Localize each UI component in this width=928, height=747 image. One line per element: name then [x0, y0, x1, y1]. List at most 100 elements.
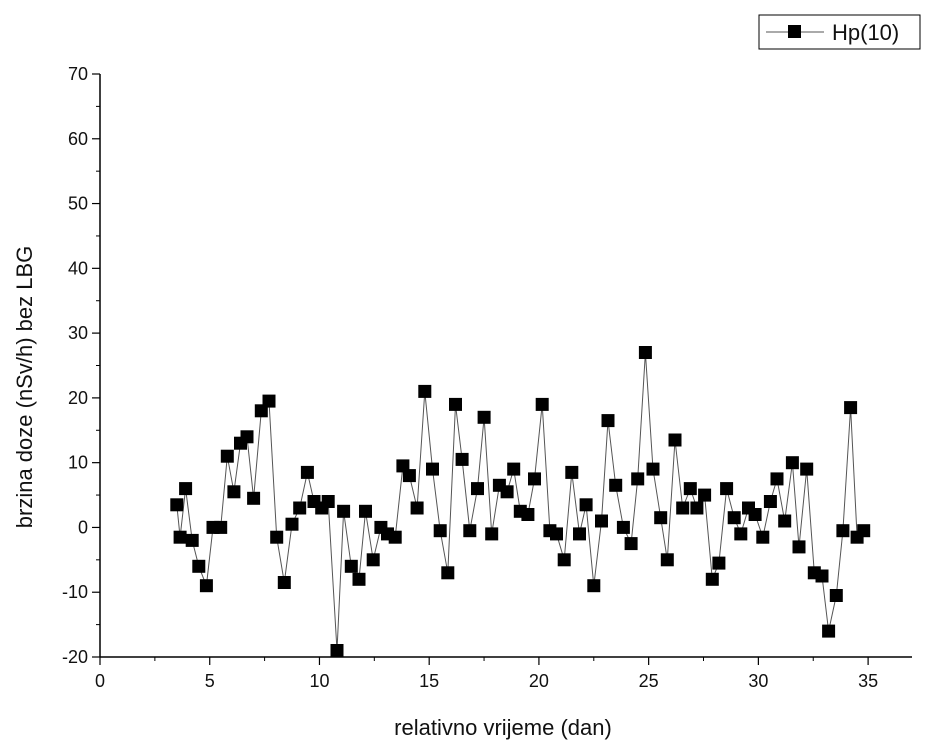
data-point	[698, 488, 712, 502]
legend: Hp(10)	[758, 14, 921, 50]
y-tick-label: 50	[68, 194, 88, 214]
y-tick-label: 30	[68, 323, 88, 343]
data-point	[471, 482, 484, 496]
data-point	[270, 530, 284, 544]
data-point	[247, 491, 261, 505]
data-point	[646, 462, 660, 476]
data-point	[426, 462, 439, 476]
data-point	[277, 576, 291, 589]
y-tick-label: 70	[68, 64, 88, 84]
data-point	[550, 527, 563, 541]
series-line	[176, 352, 865, 651]
data-point	[705, 572, 719, 586]
data-point	[654, 511, 668, 525]
data-point	[785, 456, 799, 470]
data-point	[668, 433, 682, 447]
x-tick-label: 35	[858, 671, 878, 691]
data-point	[557, 553, 571, 567]
data-point	[170, 498, 184, 512]
data-point	[477, 410, 491, 424]
data-point	[756, 530, 770, 544]
data-point	[220, 449, 234, 463]
data-point	[321, 495, 335, 508]
axes: -20 -10 0 10 20 30 40 50 60 70 0 5 10 15 20 25 30 35	[62, 64, 912, 691]
y-tick-label: -20	[62, 647, 88, 667]
data-point	[240, 430, 254, 444]
data-point	[359, 504, 372, 518]
data-point	[300, 465, 314, 479]
data-point	[829, 589, 843, 602]
data-point	[528, 472, 541, 486]
data-point	[344, 559, 358, 573]
data-point	[836, 524, 850, 538]
data-point	[720, 482, 734, 496]
x-tick-label: 5	[205, 671, 215, 691]
series-layer	[170, 346, 871, 657]
data-point	[388, 530, 402, 544]
data-point	[521, 508, 535, 521]
data-point	[179, 482, 193, 496]
data-point	[616, 520, 630, 534]
data-point	[822, 624, 836, 638]
data-point	[595, 514, 608, 528]
data-point	[441, 566, 455, 580]
data-point	[763, 495, 777, 508]
data-point	[463, 524, 477, 538]
x-tick-label: 25	[639, 671, 659, 691]
data-point	[285, 517, 299, 531]
x-axis-label: relativno vrijeme (dan)	[394, 715, 612, 740]
x-tick-label: 30	[748, 671, 768, 691]
y-tick-label: 0	[78, 517, 88, 537]
legend-marker	[788, 25, 801, 38]
data-point	[815, 569, 829, 583]
data-point	[185, 533, 199, 547]
x-tick-label: 20	[529, 671, 549, 691]
y-tick-label: 10	[68, 453, 88, 473]
data-point	[433, 524, 447, 538]
data-point	[573, 527, 586, 541]
data-point	[262, 394, 276, 408]
y-tick-label: -10	[62, 582, 88, 602]
data-point	[485, 527, 499, 541]
data-point	[683, 482, 697, 496]
data-point	[638, 346, 652, 359]
data-point	[500, 485, 514, 499]
data-point	[857, 524, 871, 538]
data-point	[712, 556, 726, 570]
data-point	[734, 527, 748, 541]
data-point	[792, 540, 806, 554]
data-point	[330, 644, 344, 657]
data-point	[660, 553, 674, 567]
data-point	[192, 559, 206, 573]
data-point	[601, 414, 615, 428]
data-point	[402, 469, 416, 483]
data-point	[214, 520, 228, 534]
data-point	[778, 514, 792, 528]
data-point	[455, 452, 469, 466]
data-point	[410, 501, 424, 515]
x-tick-label: 0	[95, 671, 105, 691]
data-point	[366, 553, 380, 567]
legend-label: Hp(10)	[832, 20, 899, 45]
x-tick-label: 10	[309, 671, 329, 691]
data-point	[449, 397, 462, 411]
data-point	[352, 572, 366, 586]
data-point	[727, 511, 741, 525]
data-point	[337, 504, 351, 518]
data-point	[800, 462, 814, 476]
y-axis-label: brzina doze (nSv/h) bez LBG	[12, 246, 37, 528]
data-point	[173, 530, 187, 544]
data-point	[535, 397, 549, 411]
y-tick-label: 40	[68, 258, 88, 278]
y-tick-label: 20	[68, 388, 88, 408]
data-point	[770, 472, 784, 486]
data-point	[624, 537, 638, 551]
data-point	[293, 501, 307, 515]
data-point	[579, 498, 593, 512]
data-point	[690, 501, 704, 515]
data-point	[609, 478, 623, 492]
data-point	[227, 485, 241, 499]
y-tick-label: 60	[68, 129, 88, 149]
data-point	[199, 579, 213, 593]
data-point	[587, 579, 601, 593]
